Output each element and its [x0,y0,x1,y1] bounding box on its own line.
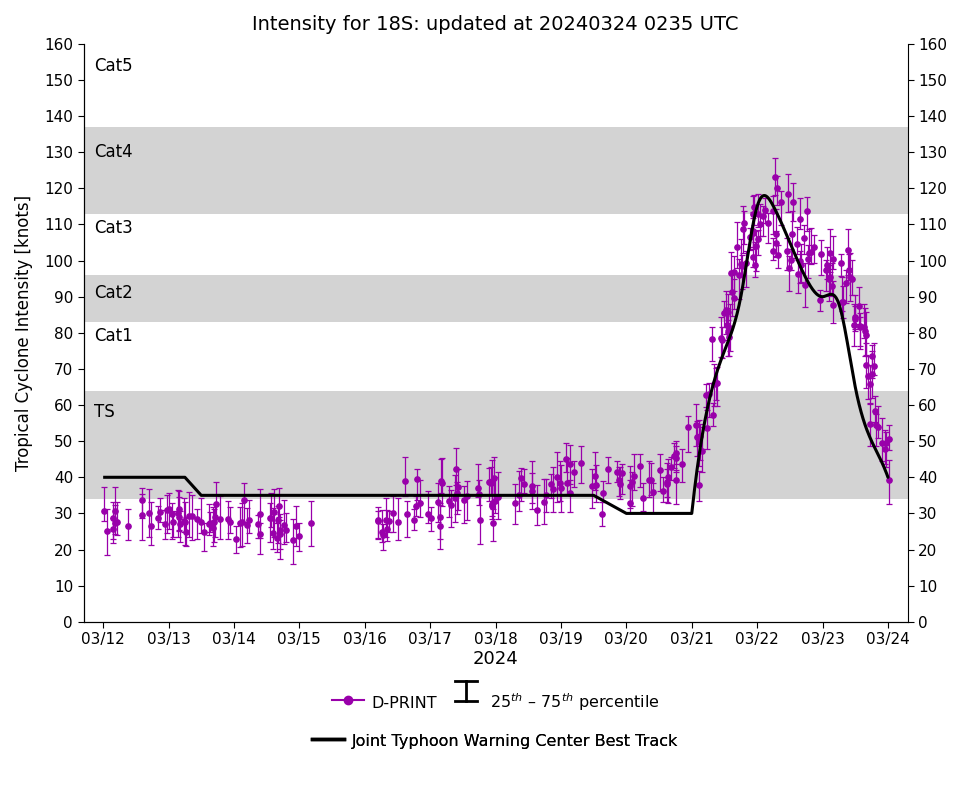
Bar [84,275,906,322]
Y-axis label: Tropical Cyclone Intensity [knots]: Tropical Cyclone Intensity [knots] [15,195,33,471]
Bar [84,127,906,214]
Text: Cat5: Cat5 [94,57,133,75]
Bar [84,214,906,275]
Text: Cat2: Cat2 [94,284,133,302]
Text: Cat4: Cat4 [94,143,133,161]
Bar [84,44,906,127]
Bar [84,391,906,499]
Text: Cat3: Cat3 [94,219,133,237]
Title: Intensity for 18S: updated at 20240324 0235 UTC: Intensity for 18S: updated at 20240324 0… [252,15,738,34]
Bar [84,322,906,391]
Text: Cat1: Cat1 [94,327,133,345]
Text: TS: TS [94,403,115,422]
Legend: Joint Typhoon Warning Center Best Track: Joint Typhoon Warning Center Best Track [306,726,684,755]
X-axis label: 2024: 2024 [472,650,518,668]
